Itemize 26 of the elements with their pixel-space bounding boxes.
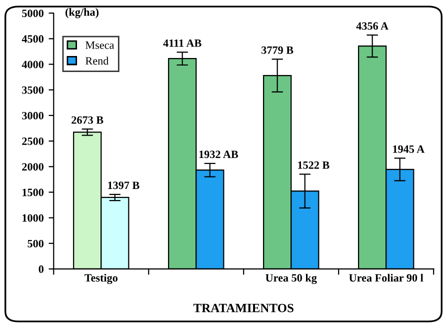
x-axis-title: TRATAMIENTOS — [193, 304, 294, 312]
data-label: 1522 B — [298, 161, 330, 169]
data-label: 4356 A — [356, 22, 388, 30]
y-tick-label: 3500 — [22, 86, 44, 94]
data-label: 4111 AB — [163, 39, 202, 47]
legend-label: Rend — [86, 56, 109, 65]
data-label: 1932 AB — [199, 150, 238, 158]
y-tick-label: 2000 — [22, 163, 44, 171]
y-tick-label: 3000 — [22, 112, 44, 120]
data-label: 3779 B — [262, 46, 294, 54]
y-tick-label: 4000 — [22, 60, 44, 68]
x-tick-label: Urea Foliar 90 l — [349, 274, 424, 282]
data-label: 2673 B — [72, 116, 104, 124]
y-tick-label: 500 — [28, 240, 44, 248]
y-tick-label: 0 — [38, 265, 44, 273]
y-tick-label: 1000 — [22, 214, 44, 222]
y-tick-label: 2500 — [22, 138, 44, 146]
y-tick-label: 1500 — [22, 188, 44, 196]
x-tick-label: Testigo — [84, 274, 118, 284]
y-axis-title: (kg/ha) — [66, 8, 99, 18]
data-label: 1945 A — [393, 145, 425, 153]
y-tick-label: 5000 — [22, 10, 44, 18]
data-label: 1397 B — [108, 182, 140, 190]
legend-label: Mseca — [86, 42, 114, 49]
x-tick-label: Urea 50 kg — [266, 274, 317, 284]
y-tick-label: 4500 — [22, 35, 44, 43]
